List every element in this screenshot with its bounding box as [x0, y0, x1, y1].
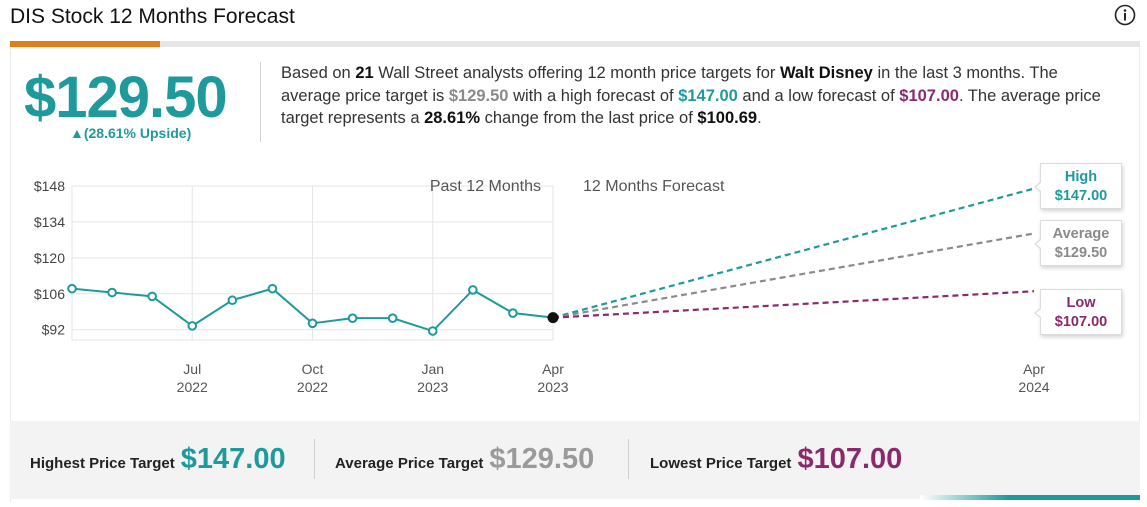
info-circle-icon[interactable] — [1114, 4, 1136, 26]
history-point — [347, 313, 358, 323]
section-label-past: Past 12 Months — [430, 178, 541, 195]
y-tick-label: $148 — [34, 178, 65, 194]
history-point — [227, 295, 238, 306]
high-forecast-callout: High $147.00 — [1034, 163, 1122, 209]
last-price-point — [547, 312, 559, 324]
average-price-target-stat: Average Price Target $129.50 — [335, 443, 595, 475]
x-tick-year: 2022 — [297, 379, 328, 395]
forecast-line-low — [552, 290, 1035, 319]
history-point — [187, 321, 198, 331]
forecast-line-average — [552, 232, 1035, 319]
y-tick-label: $92 — [42, 322, 66, 338]
y-tick-label: $134 — [34, 214, 65, 230]
forecast-summary: Based on 21 Wall Street analysts offerin… — [281, 64, 1101, 127]
page-title: DIS Stock 12 Months Forecast — [10, 5, 295, 28]
x-tick-year: 2023 — [417, 379, 448, 395]
tab-underline — [10, 41, 1140, 47]
upside-percentage: ▲(28.61% Upside) — [70, 125, 192, 141]
x-tick-month: Apr — [542, 361, 564, 377]
price-forecast-chart: $148 $134 $120 $106 $92 Jul 2022 Oct 2022 Jan 202… — [34, 178, 1050, 395]
footer-divider — [314, 439, 315, 479]
price-target-footer: Highest Price Target $147.00 Average Pric… — [10, 421, 1140, 499]
average-price-target: $129.50 — [24, 65, 228, 130]
low-forecast-callout: Low $107.00 — [1034, 289, 1122, 335]
history-point — [67, 283, 77, 294]
average-forecast-callout: Average $129.50 — [1034, 220, 1122, 266]
history-point — [107, 287, 117, 298]
history-point — [307, 318, 318, 329]
x-tick-month: Jul — [183, 361, 201, 377]
history-point — [387, 313, 398, 323]
summary-high: $147.00 — [678, 86, 738, 105]
active-tab-indicator — [10, 41, 160, 47]
highest-price-target: Highest Price Target $147.00 — [30, 443, 286, 475]
history-point — [147, 291, 157, 302]
x-tick-month: Jan — [421, 361, 444, 377]
x-tick-year: 2024 — [1018, 379, 1049, 395]
section-label-forecast: 12 Months Forecast — [583, 178, 725, 195]
summary-low: $107.00 — [899, 86, 959, 105]
x-tick-year: 2023 — [537, 379, 568, 395]
footer-divider — [628, 439, 629, 479]
history-point — [468, 285, 478, 295]
x-tick-month: Oct — [302, 361, 324, 377]
x-tick-year: 2022 — [177, 379, 208, 395]
widget-header: DIS Stock 12 Months Forecast — [0, 0, 1147, 44]
history-point — [508, 308, 518, 318]
summary-change: 28.61% — [424, 109, 481, 127]
summary-average: $129.50 — [448, 86, 509, 105]
y-tick-label: $120 — [34, 250, 65, 266]
forecast-line-high — [552, 187, 1035, 319]
y-tick-label: $106 — [34, 286, 65, 302]
company-name: Walt Disney — [779, 64, 873, 82]
bottom-accent-bar — [920, 495, 1140, 500]
analyst-count: 21 — [355, 64, 374, 82]
history-point — [427, 326, 438, 336]
x-tick-month: Apr — [1023, 361, 1045, 377]
lowest-price-target: Lowest Price Target $107.00 — [650, 443, 903, 475]
summary-divider — [260, 62, 261, 142]
summary-last-price: $100.69 — [697, 109, 758, 127]
history-point — [267, 283, 278, 294]
